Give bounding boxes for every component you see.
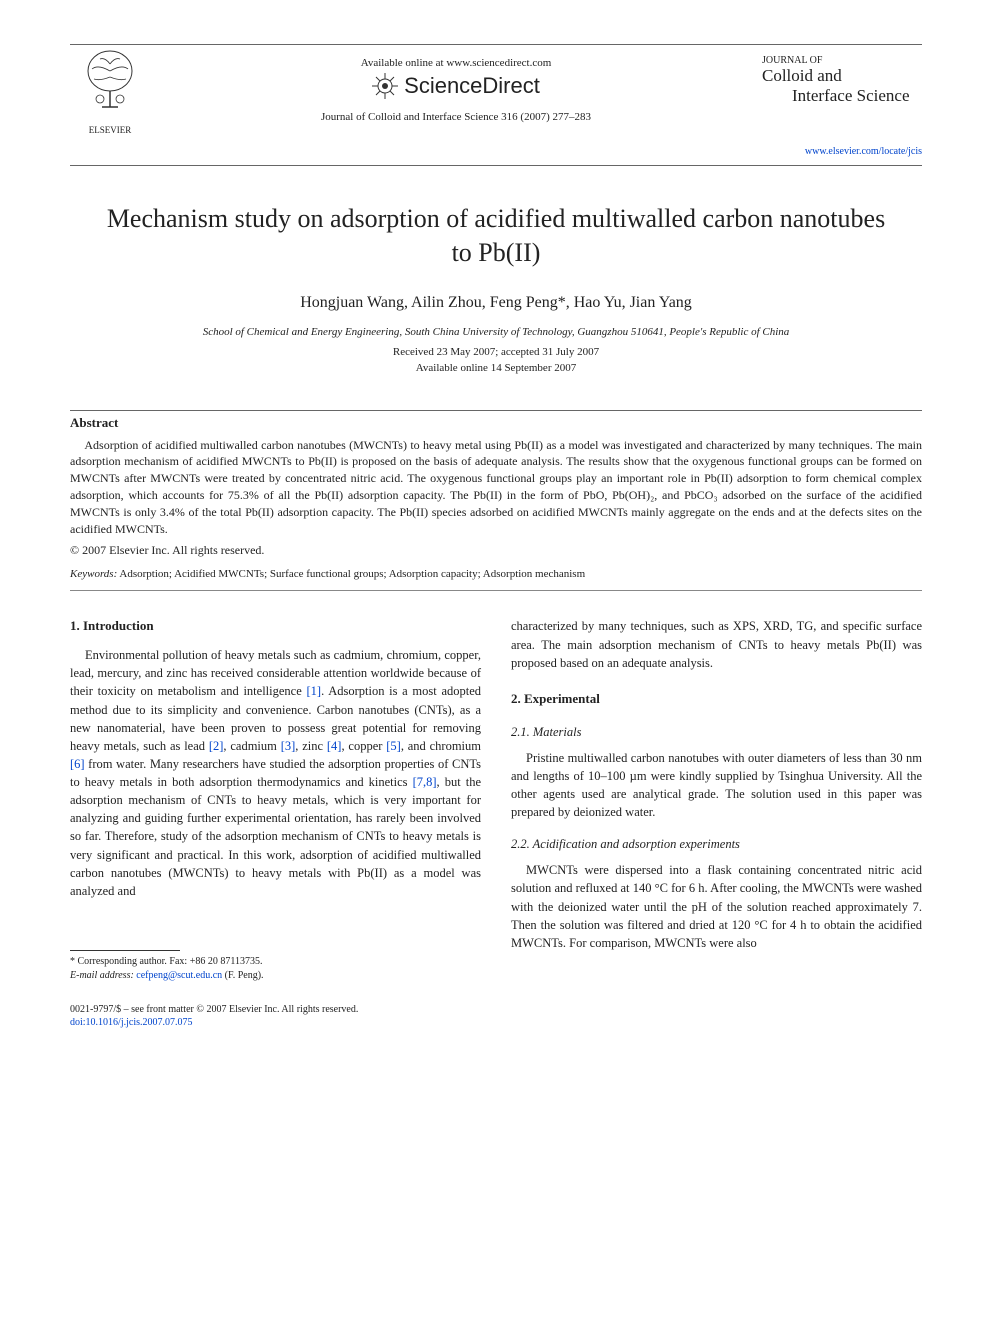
intro-paragraph: Environmental pollution of heavy metals … <box>70 646 481 900</box>
corresponding-author: * Corresponding author. Fax: +86 20 8711… <box>70 955 481 969</box>
footnote: * Corresponding author. Fax: +86 20 8711… <box>70 955 481 983</box>
abstract-copyright: © 2007 Elsevier Inc. All rights reserved… <box>70 543 922 558</box>
intro-heading: 1. Introduction <box>70 617 481 636</box>
article-title: Mechanism study on adsorption of acidifi… <box>100 202 892 270</box>
email-line: E-mail address: cefpeng@scut.edu.cn (F. … <box>70 969 481 983</box>
header-bottom-rule <box>70 165 922 166</box>
materials-paragraph: Pristine multiwalled carbon nanotubes wi… <box>511 749 922 822</box>
email-link[interactable]: cefpeng@scut.edu.cn <box>136 970 222 981</box>
available-date: Available online 14 September 2007 <box>70 362 922 374</box>
footer-copyright: 0021-9797/$ – see front matter © 2007 El… <box>70 1003 922 1016</box>
ref-link-5[interactable]: [5] <box>386 739 401 753</box>
abstract-section: Abstract Adsorption of acidified multiwa… <box>70 410 922 592</box>
available-online-text: Available online at www.sciencedirect.co… <box>150 57 762 69</box>
materials-heading: 2.1. Materials <box>511 723 922 741</box>
ref-link-1[interactable]: [1] <box>306 684 321 698</box>
acidification-paragraph: MWCNTs were dispersed into a flask conta… <box>511 861 922 952</box>
abstract-text: Adsorption of acidified multiwalled carb… <box>70 437 922 538</box>
doi-link[interactable]: doi:10.1016/j.jcis.2007.07.075 <box>70 1017 193 1028</box>
ref-link-4[interactable]: [4] <box>327 739 342 753</box>
affiliation: School of Chemical and Energy Engineerin… <box>70 326 922 338</box>
elsevier-label: ELSEVIER <box>70 125 150 135</box>
acidification-heading: 2.2. Acidification and adsorption experi… <box>511 835 922 853</box>
keywords: Keywords: Adsorption; Acidified MWCNTs; … <box>70 568 922 580</box>
journal-name-line2: Colloid and <box>762 66 922 86</box>
footnote-rule <box>70 950 180 951</box>
journal-reference: Journal of Colloid and Interface Science… <box>150 111 762 123</box>
ref-link-78[interactable]: [7,8] <box>413 775 437 789</box>
sciencedirect-text: ScienceDirect <box>404 73 540 99</box>
ref-link-2[interactable]: [2] <box>209 739 224 753</box>
journal-name-line3: Interface Science <box>762 86 922 106</box>
column-right: characterized by many techniques, such a… <box>511 617 922 983</box>
received-date: Received 23 May 2007; accepted 31 July 2… <box>70 346 922 358</box>
abstract-top-rule <box>70 410 922 411</box>
center-header: Available online at www.sciencedirect.co… <box>150 49 762 123</box>
footer: 0021-9797/$ – see front matter © 2007 El… <box>70 1003 922 1029</box>
top-rule <box>70 44 922 45</box>
authors: Hongjuan Wang, Ailin Zhou, Feng Peng*, H… <box>70 294 922 312</box>
column-left: 1. Introduction Environmental pollution … <box>70 617 481 983</box>
header-row: ELSEVIER Available online at www.science… <box>70 49 922 157</box>
keywords-label: Keywords: <box>70 568 117 580</box>
journal-box: JOURNAL OF Colloid and Interface Science… <box>762 49 922 157</box>
experimental-heading: 2. Experimental <box>511 690 922 709</box>
abstract-heading: Abstract <box>70 415 922 431</box>
keywords-text: Adsorption; Acidified MWCNTs; Surface fu… <box>117 568 585 580</box>
sciencedirect-icon <box>372 73 398 99</box>
elsevier-tree-icon <box>80 49 140 119</box>
ref-link-3[interactable]: [3] <box>281 739 296 753</box>
abstract-bottom-rule <box>70 590 922 591</box>
elsevier-logo: ELSEVIER <box>70 49 150 135</box>
journal-name-line1: JOURNAL OF <box>762 55 922 66</box>
intro-continuation: characterized by many techniques, such a… <box>511 617 922 671</box>
email-suffix: (F. Peng). <box>222 970 263 981</box>
journal-url-link[interactable]: www.elsevier.com/locate/jcis <box>762 146 922 157</box>
body-columns: 1. Introduction Environmental pollution … <box>70 617 922 983</box>
sciencedirect-logo: ScienceDirect <box>150 73 762 99</box>
email-label: E-mail address: <box>70 970 136 981</box>
ref-link-6[interactable]: [6] <box>70 757 85 771</box>
